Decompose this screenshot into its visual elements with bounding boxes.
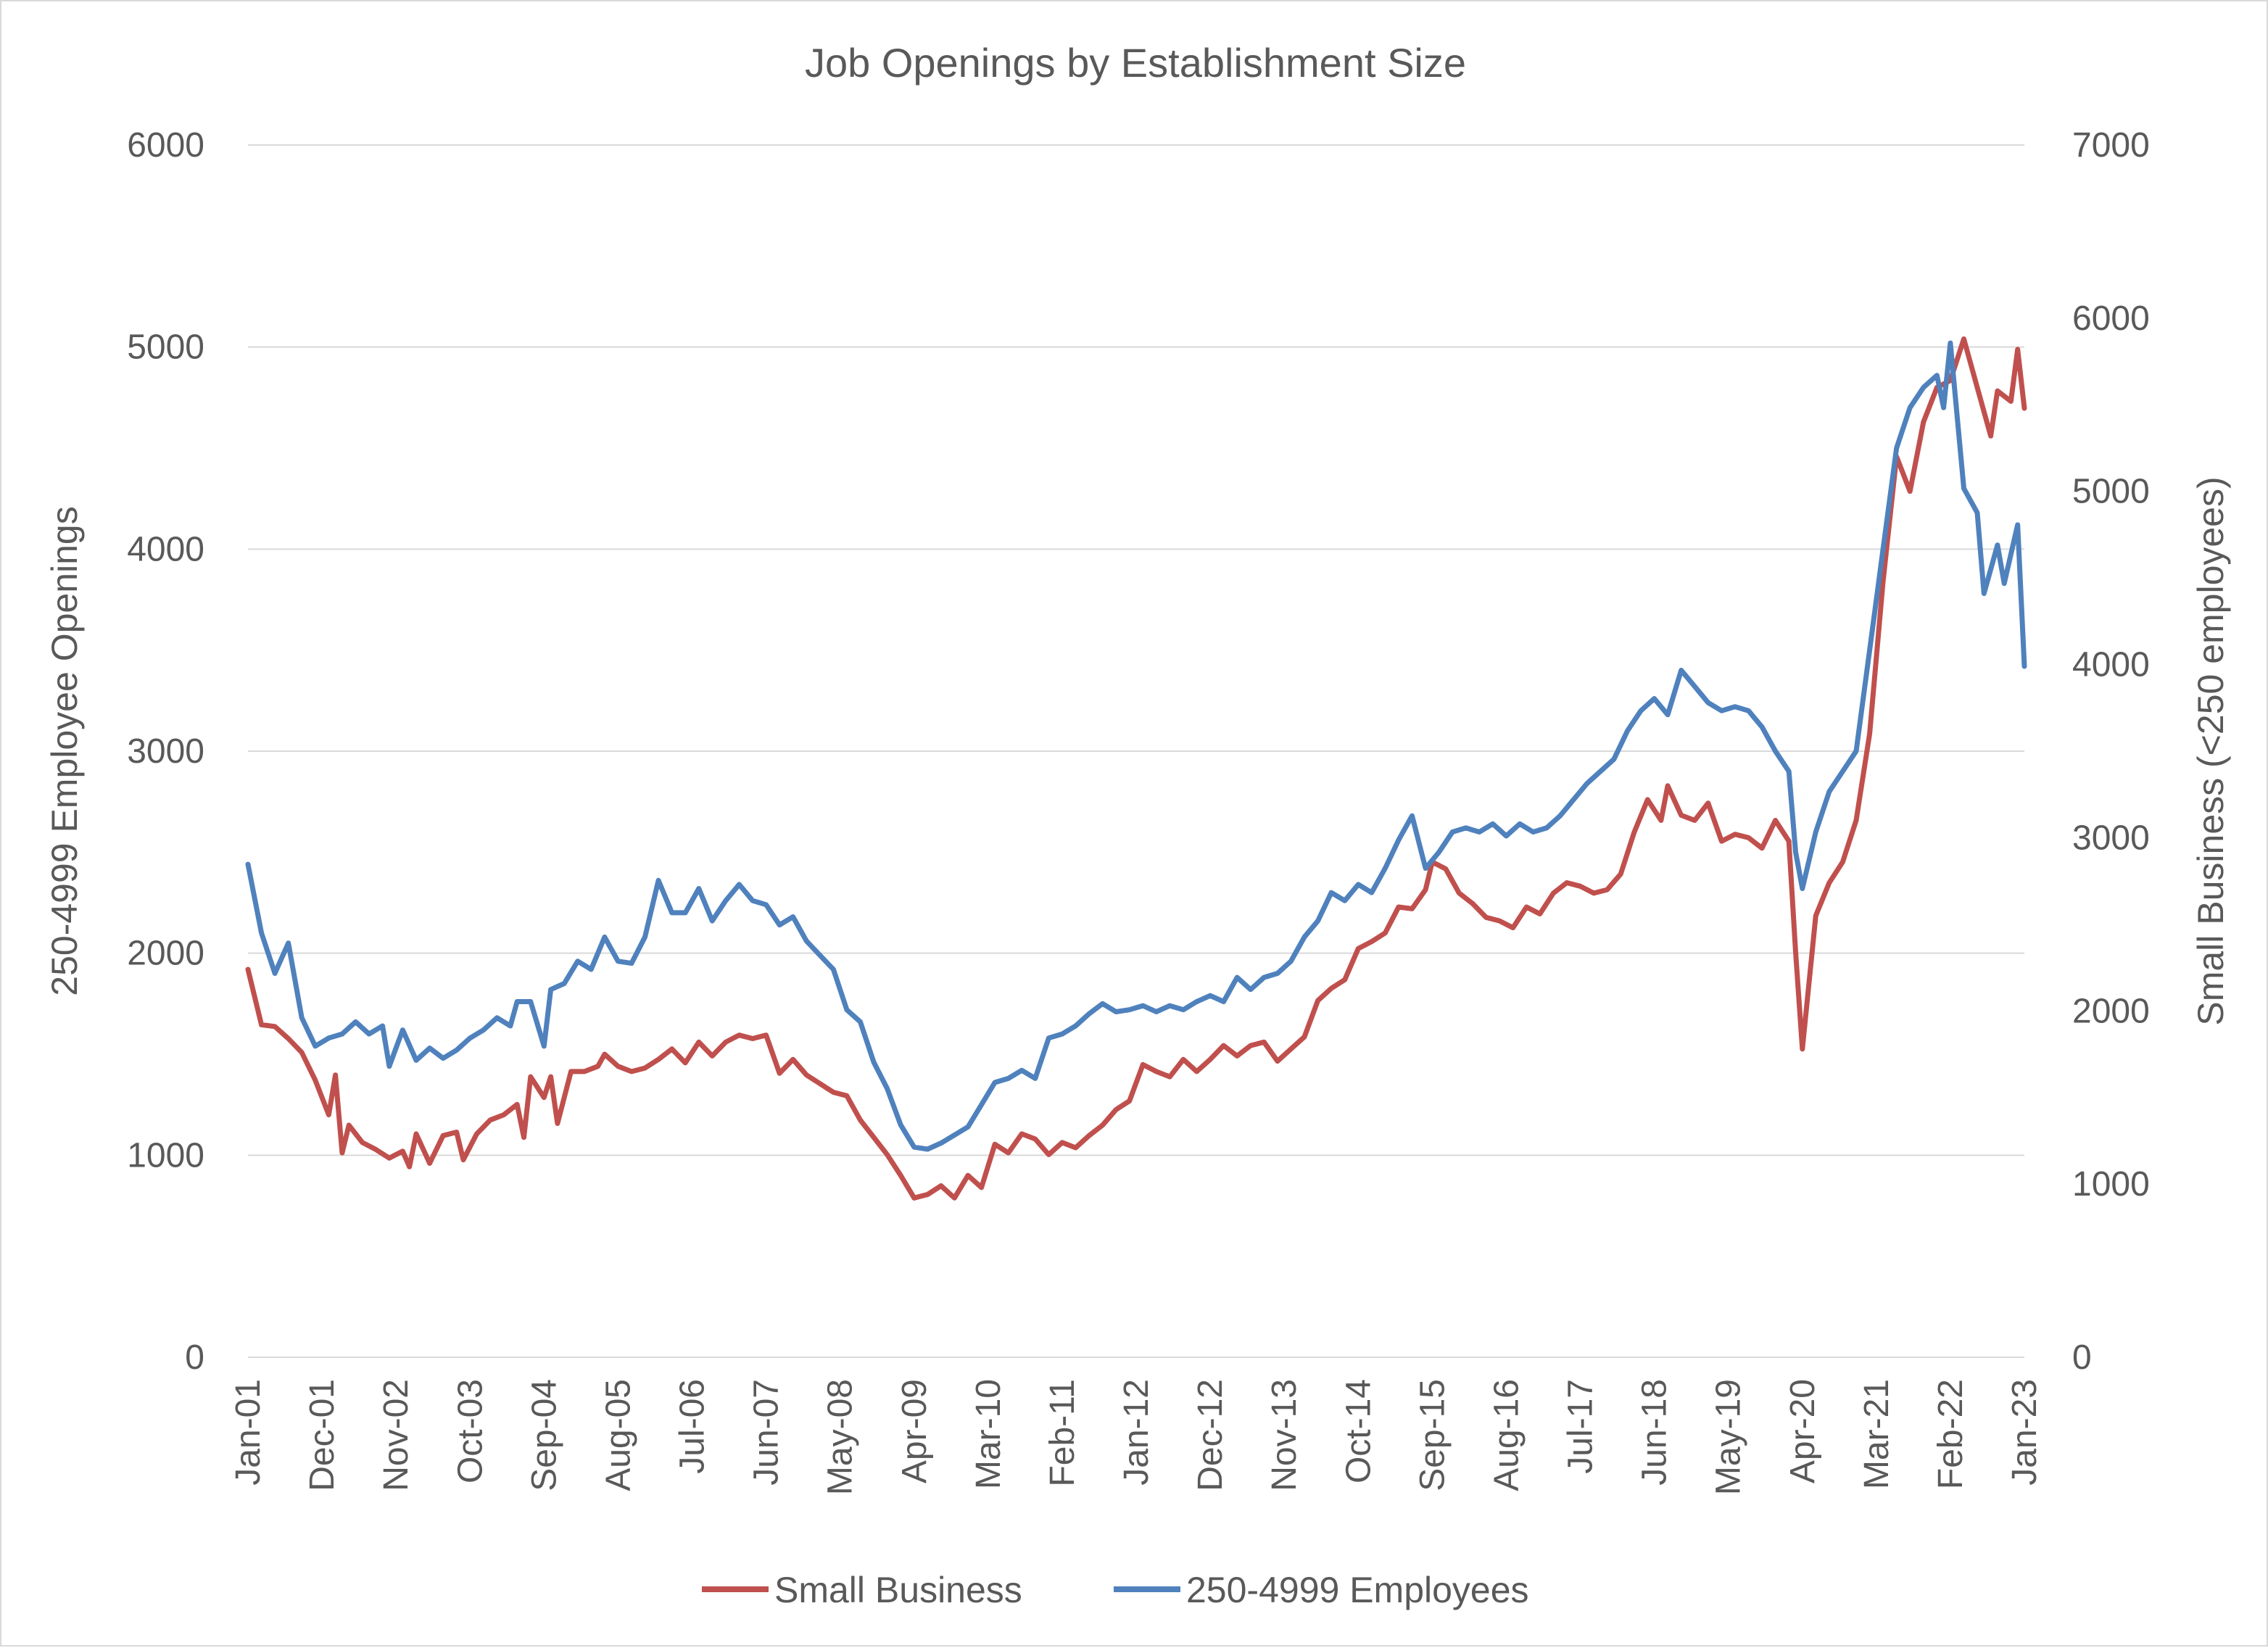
x-tick-label: May-08: [821, 1379, 860, 1495]
x-tick-label: Oct-14: [1339, 1379, 1378, 1483]
legend-label-250-4999: 250-4999 Employees: [1186, 1570, 1529, 1610]
x-tick-label: Dec-01: [303, 1379, 342, 1491]
gridlines: [248, 144, 2024, 1358]
series-line-250-4999-employees: [245, 340, 2027, 1152]
x-tick-label: Apr-20: [1784, 1379, 1822, 1483]
x-tick-label: Apr-09: [895, 1379, 934, 1483]
left-tick-label: 5000: [127, 328, 204, 367]
x-tick-label: Jun-18: [1636, 1379, 1674, 1486]
left-tick-label: 3000: [127, 732, 204, 771]
x-tick-label: Jun-07: [748, 1379, 786, 1486]
x-tick-label: May-19: [1710, 1379, 1748, 1495]
left-tick-label: 2000: [127, 935, 204, 973]
right-tick-label: 1000: [2072, 1165, 2150, 1204]
right-tick-label: 6000: [2072, 299, 2150, 338]
x-tick-label: Jan-12: [1117, 1379, 1156, 1486]
x-axis-ticks: Jan-01 Dec-01 Nov-02 Oct-03 Sep-04 Aug-05 Jul-…: [229, 1379, 2044, 1495]
x-tick-label: Sep-15: [1413, 1379, 1452, 1491]
x-tick-label: Nov-02: [377, 1379, 415, 1491]
left-axis-ticks: 0 1000 2000 3000 4000 5000 6000: [127, 126, 204, 1377]
x-tick-label: Aug-05: [599, 1379, 637, 1491]
left-tick-label: 6000: [127, 126, 204, 165]
x-tick-label: Dec-12: [1191, 1379, 1230, 1491]
right-tick-label: 2000: [2072, 992, 2150, 1030]
x-tick-label: Feb-11: [1043, 1379, 1082, 1487]
right-tick-label: 5000: [2072, 473, 2150, 511]
x-tick-label: Mar-10: [969, 1379, 1008, 1489]
right-tick-label: 3000: [2072, 819, 2150, 857]
x-tick-label: Aug-16: [1487, 1379, 1526, 1491]
left-tick-label: 0: [185, 1338, 204, 1377]
x-tick-label: Jul-17: [1562, 1379, 1600, 1474]
right-tick-label: 0: [2072, 1338, 2092, 1377]
right-axis-ticks: 0 1000 2000 3000 4000 5000 6000 7000: [2072, 126, 2150, 1377]
x-tick-label: Jan-01: [229, 1379, 268, 1486]
left-axis-title: 250-4999 Employee Openings: [44, 506, 85, 995]
x-tick-label: Feb-22: [1932, 1379, 1970, 1489]
left-tick-label: 1000: [127, 1136, 204, 1175]
x-tick-label: Sep-04: [525, 1379, 563, 1491]
series-line-small-business: [245, 336, 2027, 1201]
x-tick-label: Mar-21: [1858, 1379, 1896, 1489]
left-tick-label: 4000: [127, 530, 204, 568]
right-tick-label: 7000: [2072, 126, 2150, 165]
right-axis-title: Small Business (<250 employees): [2190, 476, 2231, 1025]
x-tick-label: Jan-23: [2006, 1379, 2044, 1486]
right-tick-label: 4000: [2072, 646, 2150, 684]
chart-title: Job Openings by Establishment Size: [805, 40, 1466, 86]
x-tick-label: Jul-06: [674, 1379, 712, 1474]
series-layer: [245, 336, 2027, 1201]
x-tick-label: Oct-03: [451, 1379, 489, 1483]
legend-label-small-business: Small Business: [774, 1570, 1022, 1610]
legend: Small Business 250-4999 Employees: [702, 1570, 1529, 1610]
x-tick-label: Nov-13: [1265, 1379, 1304, 1491]
